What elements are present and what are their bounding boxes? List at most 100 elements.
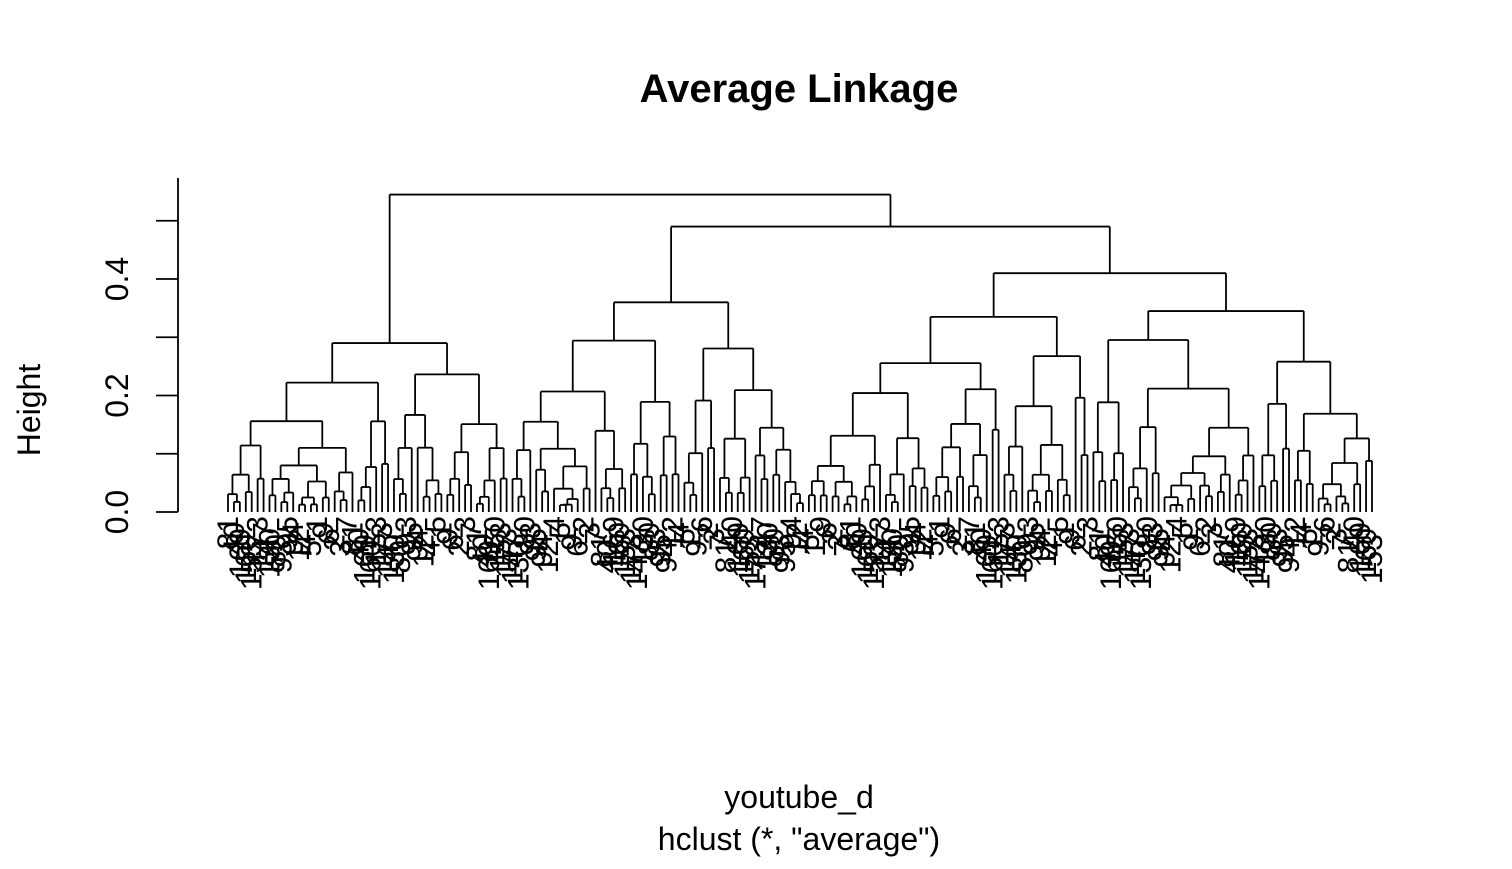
leaf-label: 2 bbox=[1315, 522, 1348, 539]
leaf-label: 5 bbox=[1042, 516, 1075, 533]
y-tick-label: 0.0 bbox=[99, 490, 135, 534]
leaf-label: 3 bbox=[1320, 528, 1353, 545]
leaf-label: 130 bbox=[627, 516, 660, 566]
leaf-label: 6 bbox=[437, 534, 470, 551]
leaf-label: 3 bbox=[449, 516, 482, 533]
leaf-label: 147 bbox=[372, 528, 405, 578]
leaf-label: 9 bbox=[1303, 540, 1336, 557]
leaf-label: 81 bbox=[834, 516, 867, 549]
leaf-label: 12 bbox=[532, 540, 565, 573]
leaf-label: 173 bbox=[988, 522, 1021, 572]
leaf-label: 9 bbox=[1054, 528, 1087, 545]
leaf-label: 169 bbox=[597, 516, 630, 566]
leaf-label: 2 bbox=[568, 516, 601, 533]
leaf-label: 3 bbox=[698, 528, 731, 545]
leaf-label: 94 bbox=[1149, 534, 1182, 567]
leaf-label: 147 bbox=[248, 522, 281, 572]
leaf-label: 93 bbox=[1261, 528, 1294, 561]
leaf-label: 147 bbox=[994, 528, 1027, 578]
leaf-label: 7 bbox=[704, 534, 737, 551]
leaf-label: 7 bbox=[455, 522, 488, 539]
leaf-label: 6 bbox=[562, 540, 595, 557]
leaf-label: 95 bbox=[271, 516, 304, 549]
leaf-label: 147 bbox=[1119, 534, 1152, 584]
leaf-label: 9 bbox=[556, 534, 589, 551]
leaf-label: 9 bbox=[431, 528, 464, 545]
leaf-label: 6 bbox=[1184, 540, 1217, 557]
leaf-label: 95 bbox=[1143, 528, 1176, 561]
leaf-label: 160 bbox=[603, 522, 636, 572]
leaf-label: 6 bbox=[1060, 534, 1093, 551]
leaf-label: 130 bbox=[502, 540, 535, 590]
leaf-label: 169 bbox=[473, 540, 506, 590]
leaf-label: 153 bbox=[858, 540, 891, 590]
leaf-label: 153 bbox=[360, 516, 393, 566]
leaf-label: 6 bbox=[686, 516, 719, 533]
leaf-label: 169 bbox=[846, 528, 879, 578]
leaf-label: 12 bbox=[408, 534, 441, 567]
leaf-label: 3 bbox=[823, 534, 856, 551]
leaf-label: 169 bbox=[348, 534, 381, 584]
leaf-label: 80 bbox=[508, 516, 541, 549]
chart-title: Average Linkage bbox=[640, 67, 959, 111]
leaf-label: 12 bbox=[1279, 516, 1312, 549]
leaf-label: 173 bbox=[740, 540, 773, 590]
leaf-label: 4 bbox=[289, 534, 322, 551]
leaf-label: 160 bbox=[230, 534, 263, 584]
leaf-label: 1 bbox=[923, 516, 956, 533]
leaf-label: 4 bbox=[1036, 540, 1069, 557]
leaf-label: 94 bbox=[1273, 540, 1306, 573]
leaf-label: 12 bbox=[1154, 540, 1187, 573]
leaf-label: 5 bbox=[1166, 522, 1199, 539]
leaf-label: 130 bbox=[751, 522, 784, 572]
leaf-label: 5 bbox=[544, 522, 577, 539]
leaf-label: 153 bbox=[1232, 528, 1265, 578]
leaf-label: 169 bbox=[224, 528, 257, 578]
leaf-label: 2 bbox=[1190, 516, 1223, 533]
leaf-label: 40 bbox=[591, 540, 624, 573]
leaf-label: 5 bbox=[295, 540, 328, 557]
leaf-label: 1 bbox=[425, 522, 458, 539]
leaf-label: 4 bbox=[662, 522, 695, 539]
leaf-label: 40 bbox=[1338, 516, 1371, 549]
leaf-label: 3 bbox=[1196, 522, 1229, 539]
leaf-label: 40 bbox=[342, 528, 375, 561]
leaf-label: 93 bbox=[1012, 516, 1045, 549]
leaf-label: 2 bbox=[941, 534, 974, 551]
leaf-label: 153 bbox=[609, 528, 642, 578]
y-tick-label: 0.4 bbox=[99, 257, 135, 301]
leaf-label: 81 bbox=[585, 534, 618, 567]
leaf-label: 153 bbox=[236, 540, 269, 590]
leaf-label: 5 bbox=[668, 528, 701, 545]
leaf-label: 147 bbox=[745, 516, 778, 566]
leaf-label: 153 bbox=[734, 534, 767, 584]
leaf-label: 4 bbox=[1285, 522, 1318, 539]
leaf-label: 9 bbox=[680, 540, 713, 557]
leaf-label: 160 bbox=[852, 534, 885, 584]
leaf-label: 93 bbox=[390, 516, 423, 549]
leaf-label: 153 bbox=[983, 516, 1016, 566]
leaf-label: 7 bbox=[1326, 534, 1359, 551]
leaf-label: 5 bbox=[793, 534, 826, 551]
leaf-label: 169 bbox=[1344, 522, 1377, 572]
leaf-label: 40 bbox=[716, 516, 749, 549]
leaf-label: 153 bbox=[1356, 534, 1389, 584]
leaf-label: 93 bbox=[514, 522, 547, 555]
leaf-label: 2 bbox=[692, 522, 725, 539]
leaf-label: 40 bbox=[1214, 540, 1247, 573]
leaf-label: 6 bbox=[1309, 516, 1342, 533]
leaf-label: 1 bbox=[301, 516, 334, 533]
leaf-label: 12 bbox=[1030, 534, 1063, 567]
leaf-label: 6 bbox=[935, 528, 968, 545]
leaf-label: 94 bbox=[526, 534, 559, 567]
leaf-label: 173 bbox=[366, 522, 399, 572]
leaf-label: 147 bbox=[621, 540, 654, 590]
leaf-label: 7 bbox=[828, 540, 861, 557]
leaf-label: 81 bbox=[1208, 534, 1241, 567]
leaf-label: 80 bbox=[757, 528, 790, 561]
leaf-label: 7 bbox=[953, 516, 986, 533]
leaf-label: 1 bbox=[799, 540, 832, 557]
leaf-label: 4 bbox=[1160, 516, 1193, 533]
leaf-label: 1 bbox=[674, 534, 707, 551]
